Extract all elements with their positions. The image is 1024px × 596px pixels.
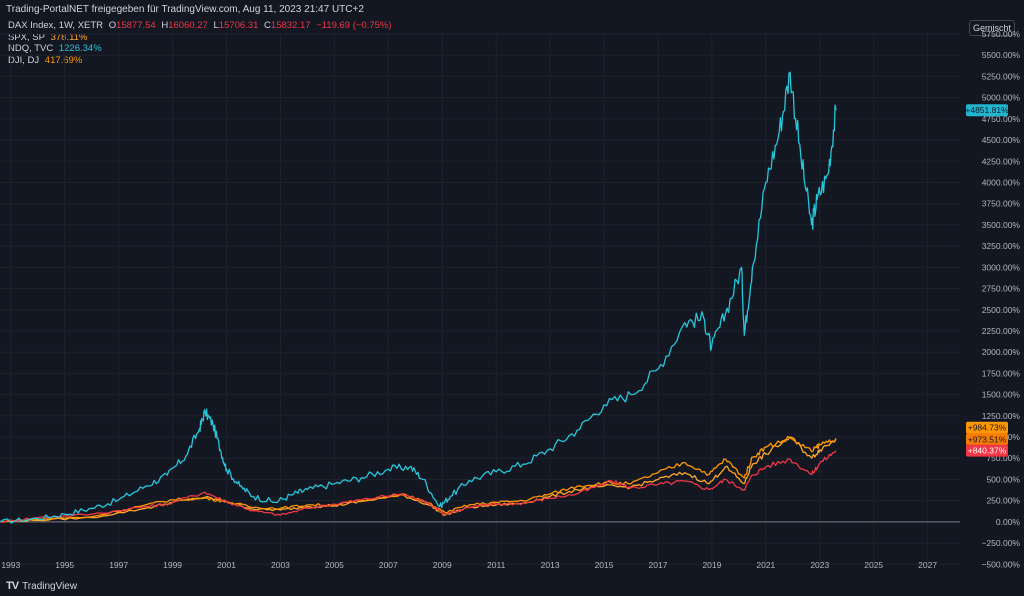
y-tick-label: 4250.00% <box>982 156 1021 166</box>
y-tick-label: 3500.00% <box>982 220 1021 230</box>
legend-close-label: C <box>264 20 271 31</box>
y-tick-label: 3250.00% <box>982 241 1021 251</box>
price-badge-label: +840.37% <box>968 446 1007 456</box>
y-tick-label: 1500.00% <box>982 390 1021 400</box>
legend-ndq-symbol: NDQ, TVC <box>8 43 54 54</box>
series-group <box>0 71 837 524</box>
legend-high-label: H <box>161 20 169 31</box>
y-tick-label: 500.00% <box>986 474 1020 484</box>
x-tick-label: 2011 <box>487 560 506 570</box>
y-tick-label: 250.00% <box>986 496 1020 506</box>
price-badge: +984.73% <box>966 421 1008 434</box>
y-tick-label: 0.00% <box>996 517 1021 527</box>
x-tick-label: 1997 <box>109 560 128 570</box>
legend-open-label: O <box>108 20 117 31</box>
legend-spx-value: 378.11% <box>50 31 88 43</box>
x-tick-label: 1999 <box>163 560 182 570</box>
y-tick-label: −250.00% <box>981 538 1020 548</box>
legend: DAX Index, 1W, XETR O15877.54 H16060.27 … <box>8 20 395 66</box>
footer-brand: TradingView <box>22 580 78 592</box>
y-tick-label: −500.00% <box>981 559 1020 569</box>
y-tick-label: 3750.00% <box>982 199 1021 209</box>
price-badge-bg <box>966 421 1008 434</box>
price-badge: +973.51% <box>966 433 1008 446</box>
price-badge-label: +4851.81% <box>965 105 1009 115</box>
x-tick-label: 2027 <box>918 560 937 570</box>
legend-close: 15832.17 <box>270 20 311 31</box>
y-tick-label: 1250.00% <box>982 411 1021 421</box>
footer[interactable]: TV TradingView <box>6 580 77 592</box>
price-badge-bg <box>966 433 1008 446</box>
x-tick-label: 2003 <box>271 560 290 570</box>
series-line-dji <box>0 435 837 523</box>
y-tick-label: 5750.00% <box>982 29 1021 39</box>
x-tick-label: 2005 <box>325 560 344 570</box>
legend-low: 15706.31 <box>218 20 259 31</box>
y-tick-label: 2250.00% <box>982 326 1021 336</box>
price-badge-label: +984.73% <box>968 423 1007 433</box>
tradingview-logo-icon: TV <box>6 580 19 592</box>
price-badge-label: +973.51% <box>968 434 1007 444</box>
grid <box>0 33 960 566</box>
y-tick-label: 2000.00% <box>982 347 1021 357</box>
y-tick-label: 1750.00% <box>982 368 1021 378</box>
x-tick-label: 1993 <box>1 560 20 570</box>
series-line-ndq <box>0 71 837 524</box>
y-tick-label: 5500.00% <box>982 50 1021 60</box>
legend-ndq-value: 1226.34% <box>58 43 102 54</box>
x-tick-label: 1995 <box>55 560 74 570</box>
scale-mode-button[interactable]: Gemischt <box>969 20 1015 36</box>
x-tick-label: 2007 <box>379 560 398 570</box>
legend-dji-symbol: DJI, DJ <box>8 54 40 66</box>
price-badge: +4851.81% <box>965 104 1009 117</box>
y-tick-label: 750.00% <box>986 453 1020 463</box>
x-tick-label: 2013 <box>541 560 560 570</box>
y-tick-label: 3000.00% <box>982 262 1021 272</box>
legend-change: −119.69 (−0.75%) <box>316 20 392 31</box>
x-tick-label: 2001 <box>217 560 236 570</box>
x-tick-label: 2019 <box>702 560 721 570</box>
price-badges: +4851.81% +984.73%+973.51% +840.37% <box>965 104 1009 457</box>
y-tick-label: 2500.00% <box>982 305 1021 315</box>
series-line-dax-index <box>0 450 837 523</box>
legend-spx-symbol: SPX, SP <box>8 31 45 43</box>
x-axis[interactable]: 1993 1995 1997 1999 2001 2003 2005 2007 2009 2011… <box>1 560 937 570</box>
x-tick-label: 2023 <box>810 560 829 570</box>
price-badge-bg <box>966 444 1008 457</box>
price-badge-bg <box>966 104 1008 117</box>
legend-dji[interactable]: DJI, DJ 417.69% <box>8 55 395 67</box>
y-tick-label: 5000.00% <box>982 93 1021 103</box>
x-tick-label: 2025 <box>864 560 883 570</box>
legend-ndq[interactable]: NDQ, TVC 1226.34% <box>8 43 395 55</box>
legend-high: 16060.27 <box>168 20 208 31</box>
y-tick-label: 4000.00% <box>982 177 1021 187</box>
legend-main-symbol: DAX Index, 1W, XETR <box>8 20 104 31</box>
price-badge: +840.37% <box>966 444 1008 457</box>
y-tick-label: 4750.00% <box>982 114 1021 124</box>
x-tick-label: 2015 <box>595 560 614 570</box>
legend-spx[interactable]: SPX, SP 378.11% <box>8 32 395 44</box>
y-tick-label: 4500.00% <box>982 135 1021 145</box>
legend-open: 15877.54 <box>116 20 156 31</box>
x-tick-label: 2021 <box>756 560 775 570</box>
chart-header: Trading-PortalNET freigegeben für Tradin… <box>6 4 364 15</box>
x-tick-label: 2017 <box>649 560 668 570</box>
legend-dji-value: 417.69% <box>44 54 83 66</box>
legend-low-label: L <box>213 20 219 31</box>
y-tick-label: 5250.00% <box>982 71 1021 81</box>
x-tick-label: 2009 <box>433 560 452 570</box>
y-tick-label: 2750.00% <box>982 284 1021 294</box>
legend-main[interactable]: DAX Index, 1W, XETR O15877.54 H16060.27 … <box>8 20 395 32</box>
